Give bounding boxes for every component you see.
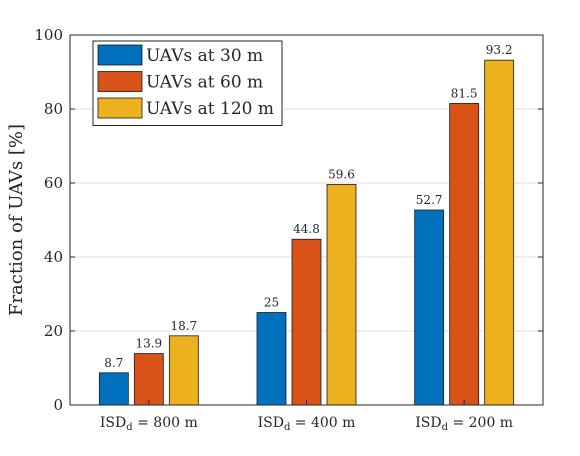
bar — [326, 184, 357, 406]
bar — [133, 353, 164, 406]
x-tick-label: ISDd = 800 m — [100, 415, 198, 433]
x-tick-label-subscript: d — [284, 422, 291, 433]
legend-label: UAVs at 60 m — [146, 73, 263, 93]
legend-label: UAVs at 30 m — [146, 46, 263, 66]
bar — [168, 335, 199, 406]
bars — [98, 59, 515, 406]
y-tick-label: 40 — [44, 248, 63, 266]
x-tick-label-main: ISD — [415, 415, 441, 431]
x-tick-label-subscript: d — [126, 422, 133, 433]
bar — [414, 209, 445, 406]
x-tick-label-main: ISD — [100, 415, 126, 431]
x-tick-label-suffix: = 400 m — [290, 415, 355, 431]
data-label: 25 — [264, 296, 279, 310]
data-label: 44.8 — [293, 222, 320, 236]
x-axis-ticks: ISDd = 800 m ISDd = 400 m ISDd = 200 m — [100, 400, 513, 433]
bar — [484, 59, 515, 406]
data-label: 93.2 — [486, 43, 513, 57]
x-tick-label-main: ISD — [258, 415, 284, 431]
bar — [98, 372, 129, 406]
y-axis-ticks: 0 20 40 60 80 100 — [34, 26, 543, 414]
data-label: 52.7 — [416, 193, 443, 207]
data-label: 18.7 — [170, 319, 197, 333]
legend-swatch — [97, 44, 143, 66]
x-tick-label-suffix: = 800 m — [133, 415, 198, 431]
x-tick-label-subscript: d — [442, 422, 449, 433]
data-label: 59.6 — [328, 167, 355, 181]
x-tick-label: ISDd = 200 m — [415, 415, 513, 433]
data-labels: 8.7 13.9 18.7 25 44.8 59.6 52.7 81.5 93.2 — [104, 43, 512, 370]
legend-swatch — [97, 97, 143, 119]
y-tick-label: 80 — [44, 100, 63, 118]
bar — [291, 238, 322, 406]
legend-label: UAVs at 120 m — [146, 99, 274, 119]
y-tick-label: 20 — [44, 322, 63, 340]
y-tick-label: 60 — [44, 174, 63, 192]
data-label: 81.5 — [451, 86, 478, 100]
y-tick-label: 0 — [53, 396, 63, 414]
legend-swatch — [97, 71, 143, 92]
legend: UAVs at 30 m UAVs at 60 m UAVs at 120 m — [92, 40, 283, 126]
x-tick-label-suffix: = 200 m — [448, 415, 513, 431]
bar — [256, 312, 287, 406]
y-axis-label: Fraction of UAVs [%] — [6, 124, 27, 316]
bar — [449, 103, 480, 406]
y-tick-label: 100 — [34, 26, 63, 44]
x-tick-label: ISDd = 400 m — [258, 415, 356, 433]
data-label: 8.7 — [104, 356, 123, 370]
data-label: 13.9 — [135, 337, 162, 351]
